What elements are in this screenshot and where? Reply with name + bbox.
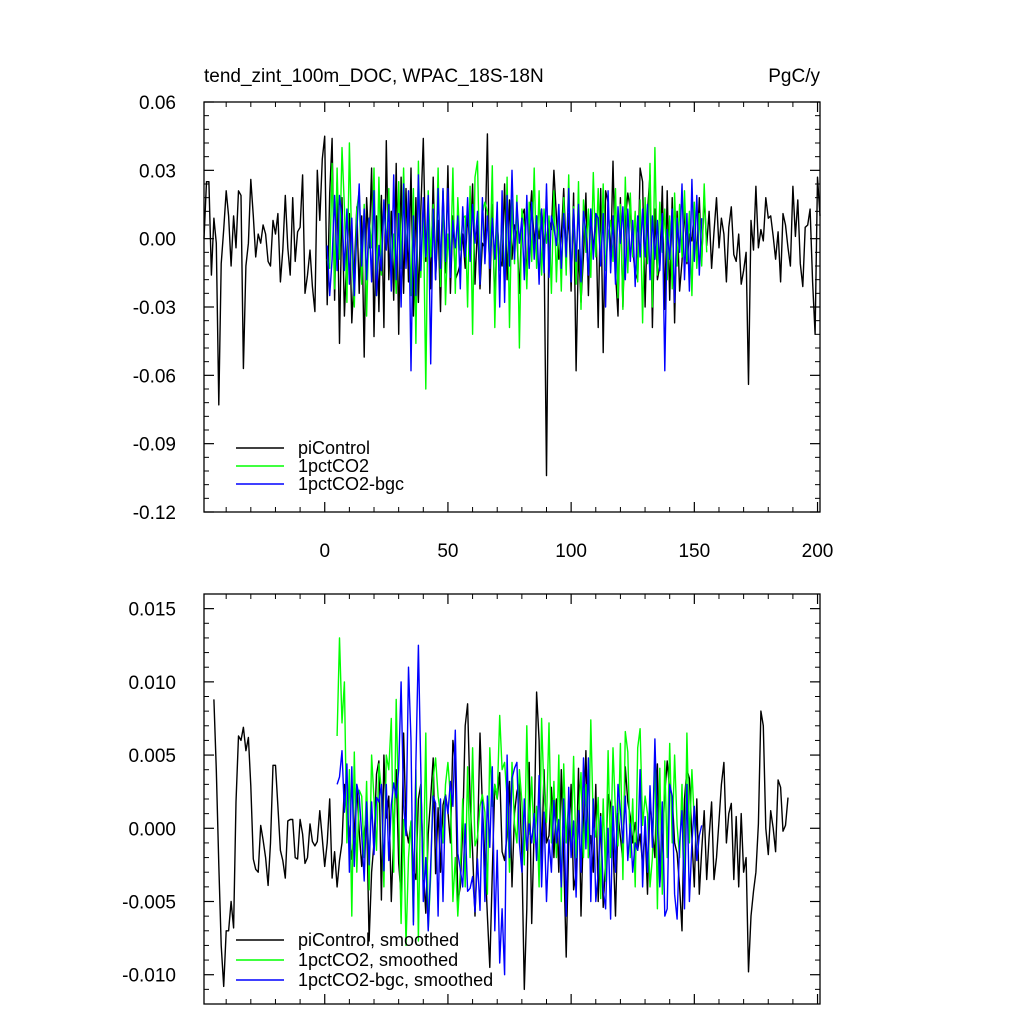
legend-label-1: piControl xyxy=(298,438,370,458)
x-tick-label: 0 xyxy=(319,541,330,562)
chart-title: tend_zint_100m_DOC, WPAC_18S-18N xyxy=(204,66,544,87)
series-line-3 xyxy=(326,169,703,372)
y-tick-label: -0.010 xyxy=(122,966,176,987)
legend-label-1: piControl, smoothed xyxy=(298,930,459,950)
y-tick-label: 0.010 xyxy=(128,673,176,694)
top-panel: tend_zint_100m_DOC, WPAC_18S-18N PgC/y -… xyxy=(133,66,834,562)
series-line-3 xyxy=(336,644,703,976)
y-tick-label: 0.000 xyxy=(128,819,176,840)
y-tick-label: -0.09 xyxy=(133,435,176,456)
series-group xyxy=(203,133,821,477)
legend-label-2: 1pctCO2 xyxy=(298,456,369,476)
y-tick-label: 0.015 xyxy=(128,600,176,621)
bottom-panel: -0.010 -0.005 0.000 0.005 0.010 0.015 piContr… xyxy=(122,593,821,1005)
y-tick-label: 0.005 xyxy=(128,746,176,767)
y-tick-label: -0.12 xyxy=(133,503,176,524)
plot-frame xyxy=(203,101,821,513)
y-tick-label: 0.00 xyxy=(139,230,176,251)
legend-label-2: 1pctCO2, smoothed xyxy=(298,950,458,970)
y-tick-label: 0.06 xyxy=(139,93,176,114)
y-tick-label: 0.03 xyxy=(139,161,176,182)
units-label: PgC/y xyxy=(768,66,820,87)
series-line-2 xyxy=(336,637,698,947)
x-tick-label: 100 xyxy=(555,541,587,562)
legend-label-3: 1pctCO2-bgc, smoothed xyxy=(298,970,493,990)
series-line-1 xyxy=(203,133,821,477)
x-tick-label: 150 xyxy=(678,541,710,562)
axis-ticks: -0.12 -0.09 -0.06 -0.03 0.00 0.03 0.06 0 50 100 15… xyxy=(133,93,834,562)
axis-ticks: -0.010 -0.005 0.000 0.005 0.010 0.015 xyxy=(122,594,820,1004)
y-tick-label: -0.03 xyxy=(133,298,176,319)
legend-label-3: 1pctCO2-bgc xyxy=(298,474,404,494)
y-tick-label: -0.005 xyxy=(122,893,176,914)
series-group xyxy=(213,637,789,991)
y-tick-label: -0.06 xyxy=(133,366,176,387)
x-tick-label: 200 xyxy=(802,541,834,562)
x-tick-label: 50 xyxy=(437,541,458,562)
